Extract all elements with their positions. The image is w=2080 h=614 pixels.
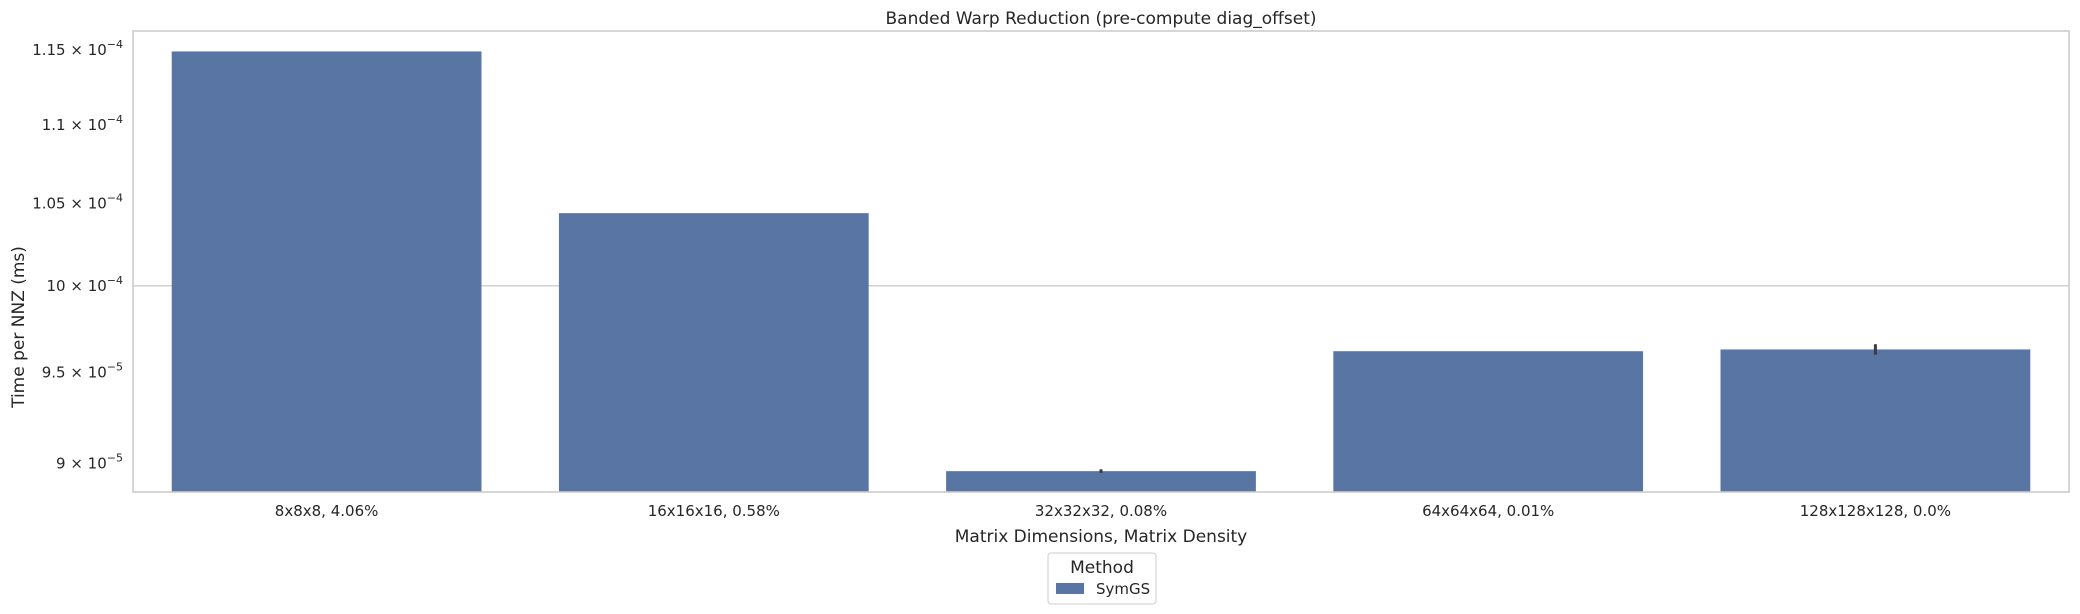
legend-swatch-symgs — [1056, 583, 1084, 594]
y-tick-label: 10 × 10−4 — [47, 274, 124, 295]
axes-frame — [132, 30, 2070, 493]
x-tick-label: 128x128x128, 0.0% — [1800, 502, 1951, 520]
y-tick-label: 9 × 10−5 — [56, 452, 123, 473]
x-tick-label: 8x8x8, 4.06% — [275, 502, 379, 520]
y-tick-label: 1.05 × 10−4 — [32, 191, 123, 212]
legend-title: Method — [1070, 558, 1134, 578]
y-tick-label: 9.5 × 10−5 — [42, 360, 123, 381]
plot-area: 8x8x8, 4.06% 16x16x16, 0.58% 32x32x32, 0.0… — [32, 30, 2070, 520]
y-tick-label: 1.15 × 10−4 — [32, 38, 123, 59]
x-tick-label: 32x32x32, 0.08% — [1035, 502, 1167, 520]
bar — [946, 471, 1256, 492]
x-tick-label: 16x16x16, 0.58% — [648, 502, 780, 520]
bar — [171, 51, 482, 492]
legend: Method SymGS — [1047, 552, 1157, 605]
x-axis-label: Matrix Dimensions, Matrix Density — [955, 527, 1248, 547]
y-axis-label: Time per NNZ (ms) — [9, 246, 29, 409]
x-tick-label: 64x64x64, 0.01% — [1422, 502, 1554, 520]
bar — [1720, 349, 2031, 492]
legend-label-symgs: SymGS — [1096, 580, 1150, 598]
bar — [1333, 351, 1644, 492]
bar — [558, 213, 869, 492]
chart-title: Banded Warp Reduction (pre-compute diag_… — [886, 9, 1317, 29]
y-tick-label: 1.1 × 10−4 — [42, 113, 123, 134]
